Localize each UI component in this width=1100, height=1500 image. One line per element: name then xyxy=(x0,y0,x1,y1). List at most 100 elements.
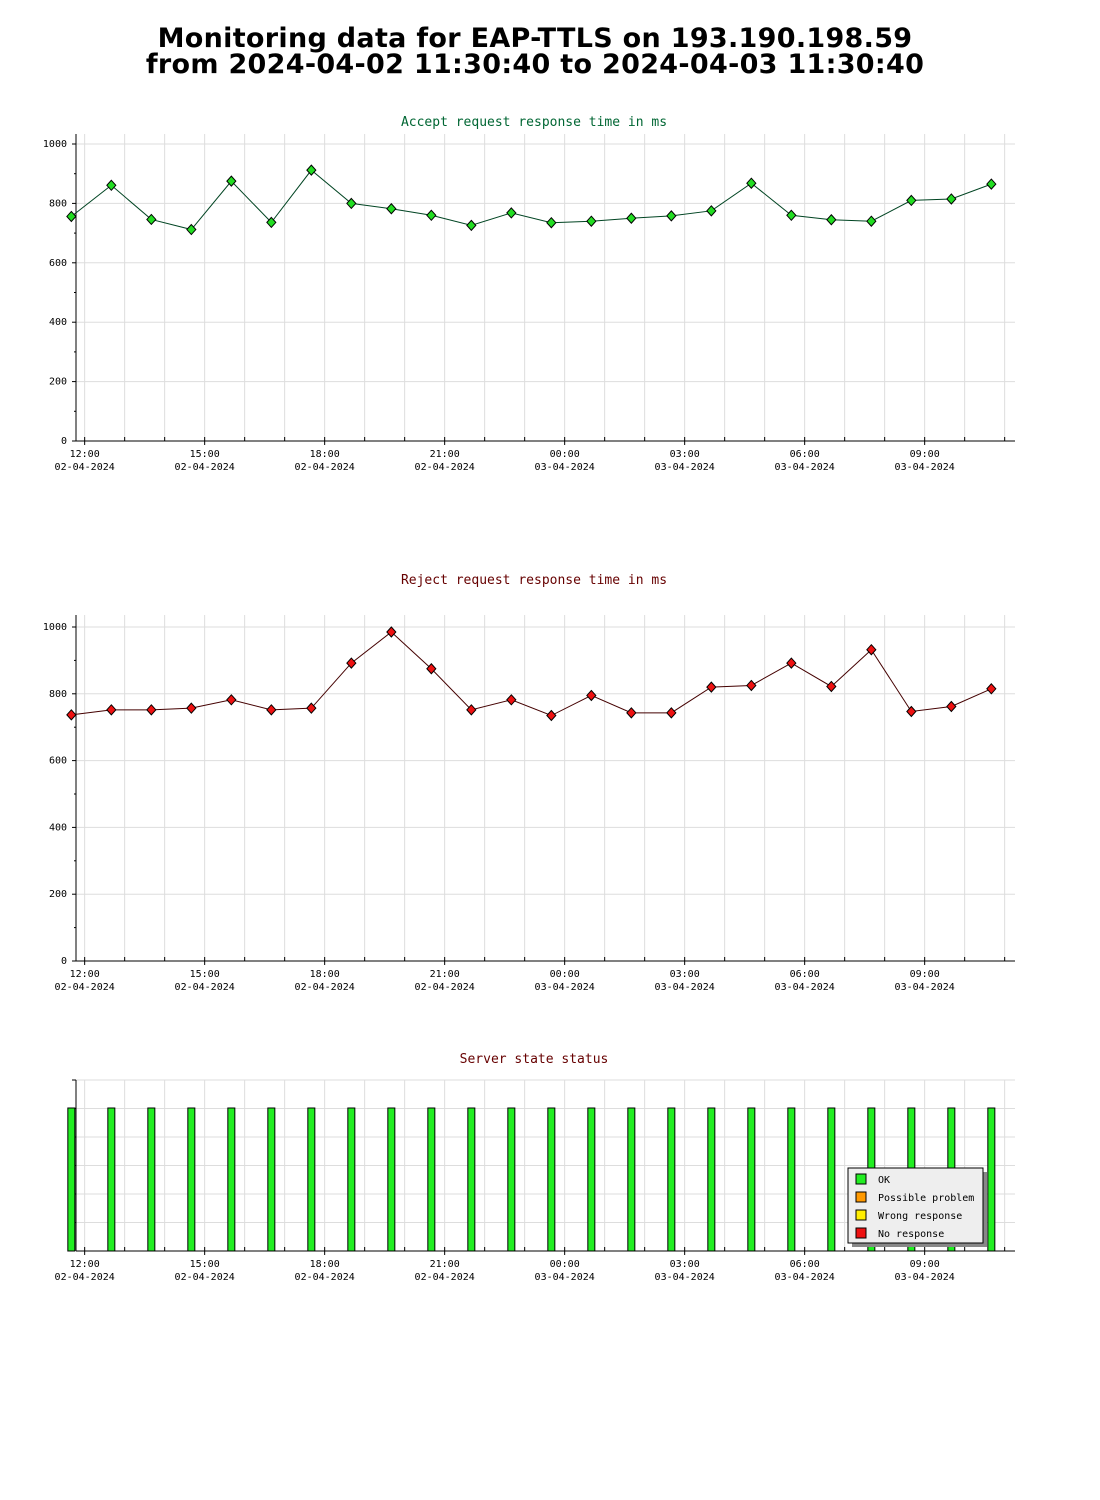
data-point xyxy=(186,702,197,714)
chart-title: Reject request response time in ms xyxy=(401,573,667,588)
x-tick-label-time: 06:00 xyxy=(790,1259,820,1270)
legend-label: No response xyxy=(878,1229,944,1240)
data-point xyxy=(946,193,957,205)
data-point xyxy=(586,689,597,702)
y-tick-label: 400 xyxy=(49,317,67,328)
legend: OK Possible problem Wrong response No respo… xyxy=(847,1167,987,1247)
legend-label: OK xyxy=(878,1175,890,1186)
y-tick-label: 200 xyxy=(49,377,67,388)
series-line xyxy=(71,631,992,717)
data-point xyxy=(506,207,517,219)
data-point xyxy=(346,197,357,210)
x-tick-label-time: 09:00 xyxy=(910,969,940,980)
data-point xyxy=(266,216,277,229)
data-point xyxy=(946,700,957,713)
x-tick-label-time: 03:00 xyxy=(670,449,700,460)
data-point xyxy=(866,643,877,656)
data-point xyxy=(66,709,77,721)
status-bar xyxy=(507,1107,516,1252)
x-tick-label-time: 03:00 xyxy=(670,1259,700,1270)
status-bar xyxy=(667,1107,676,1252)
data-point xyxy=(66,210,77,223)
status-bar xyxy=(227,1107,236,1252)
legend-label: Possible problem xyxy=(878,1193,974,1204)
status-bar xyxy=(827,1107,836,1252)
x-tick-label-date: 02-04-2024 xyxy=(55,462,115,473)
x-tick-label-date: 02-04-2024 xyxy=(295,982,355,993)
data-point xyxy=(906,194,917,207)
x-tick-label-time: 21:00 xyxy=(430,1259,460,1270)
y-tick-label: 0 xyxy=(61,956,67,967)
x-tick-label-date: 02-04-2024 xyxy=(415,462,475,473)
legend-swatch xyxy=(855,1173,867,1185)
y-tick-label: 600 xyxy=(49,756,67,767)
x-tick-label-time: 15:00 xyxy=(190,1259,220,1270)
x-tick-label-date: 03-04-2024 xyxy=(895,462,955,473)
data-point xyxy=(346,657,357,669)
x-tick-label-date: 03-04-2024 xyxy=(895,1272,955,1283)
legend-swatch xyxy=(855,1191,867,1203)
chart-accept-response-time: Accept request response time in ms 0 200 40… xyxy=(43,115,1015,473)
y-tick-label: 1000 xyxy=(43,139,67,150)
data-point xyxy=(626,707,637,719)
data-point xyxy=(586,215,597,227)
x-tick-label-date: 02-04-2024 xyxy=(415,1272,475,1283)
y-tick-label: 400 xyxy=(49,822,67,833)
data-point xyxy=(466,704,477,716)
x-tick-label-time: 03:00 xyxy=(670,969,700,980)
data-point xyxy=(626,212,637,224)
data-point xyxy=(826,213,837,226)
x-tick-label-date: 03-04-2024 xyxy=(895,982,955,993)
x-tick-label-time: 06:00 xyxy=(790,449,820,460)
x-tick-label-date: 02-04-2024 xyxy=(295,462,355,473)
x-tick-label-time: 00:00 xyxy=(550,1259,580,1270)
data-point xyxy=(706,681,717,693)
data-point xyxy=(986,683,997,695)
data-point xyxy=(906,705,917,718)
x-tick-label-time: 18:00 xyxy=(310,969,340,980)
x-tick-label-time: 09:00 xyxy=(910,449,940,460)
data-point xyxy=(106,704,117,716)
data-point xyxy=(146,213,157,226)
data-point xyxy=(266,704,277,716)
data-point xyxy=(106,179,117,192)
legend-swatch xyxy=(855,1227,867,1239)
y-tick-label: 800 xyxy=(49,198,67,209)
data-point xyxy=(786,209,797,222)
y-tick-label: 1000 xyxy=(43,622,67,633)
status-bar xyxy=(107,1107,116,1252)
status-bar xyxy=(707,1107,716,1252)
status-bar xyxy=(587,1107,596,1252)
x-tick-label-time: 21:00 xyxy=(430,969,460,980)
data-point xyxy=(546,216,557,229)
x-tick-label-date: 02-04-2024 xyxy=(295,1272,355,1283)
data-point xyxy=(746,679,757,692)
y-tick-label: 0 xyxy=(61,436,67,447)
x-tick-label-time: 15:00 xyxy=(190,969,220,980)
data-point xyxy=(506,694,517,706)
data-point xyxy=(386,626,397,638)
status-bar xyxy=(987,1107,996,1252)
legend-label: Wrong response xyxy=(878,1211,962,1222)
data-point xyxy=(226,175,237,187)
data-point xyxy=(466,219,477,232)
status-bar xyxy=(307,1107,316,1252)
data-point xyxy=(146,704,157,716)
x-tick-label-time: 06:00 xyxy=(790,969,820,980)
x-tick-label-date: 03-04-2024 xyxy=(655,982,715,993)
x-tick-label-date: 03-04-2024 xyxy=(535,982,595,993)
data-point xyxy=(826,680,837,693)
x-tick-label-time: 12:00 xyxy=(70,969,100,980)
x-tick-label-date: 03-04-2024 xyxy=(535,462,595,473)
x-tick-label-date: 02-04-2024 xyxy=(175,982,235,993)
status-bar xyxy=(67,1107,76,1252)
status-bar xyxy=(627,1107,636,1252)
status-bar xyxy=(547,1107,556,1252)
y-tick-label: 600 xyxy=(49,258,67,269)
x-tick-label-date: 02-04-2024 xyxy=(55,1272,115,1283)
data-point xyxy=(226,694,237,706)
status-bar xyxy=(347,1107,356,1252)
data-point xyxy=(986,178,997,190)
data-point xyxy=(426,663,437,675)
